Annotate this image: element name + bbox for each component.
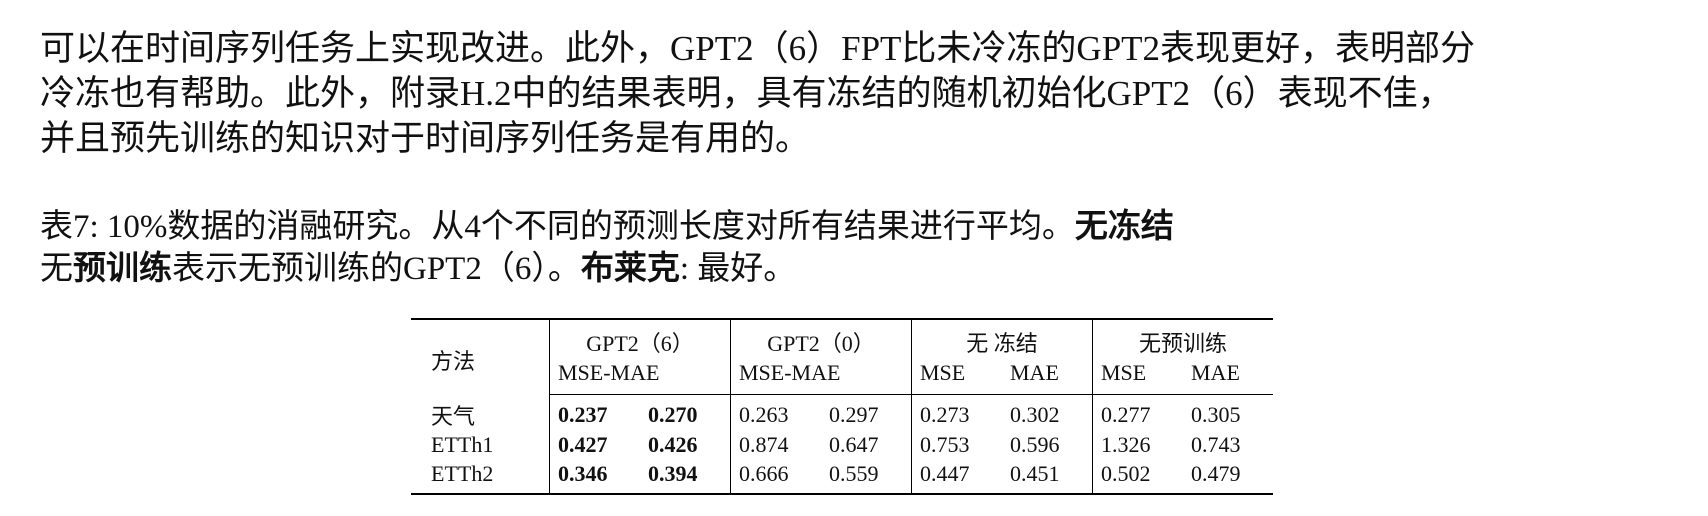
caption-bold: 无冻结 — [1074, 209, 1174, 245]
subheader: MSE — [911, 358, 1002, 395]
table-caption: 表7: 10%数据的消融研究。从4个不同的预测长度对所有结果进行平均。无冻结 无预… — [40, 206, 1174, 290]
row-label: ETTh2 — [431, 461, 494, 486]
table-cell: 0.270 — [648, 401, 698, 427]
table-head: 方法 GPT2（6） GPT2（0）无 冻结 无预训练 MSE-MAE MSE-MAE MS… — [411, 319, 1273, 395]
table-row: 天气 0.237 0.270 0.263 0.297 0.273 0.302 0.277 0.3… — [411, 394, 1273, 431]
table-cell: 0.237 — [549, 394, 640, 431]
caption-line: 无预训练表示无预训练的GPT2（6）。布莱克: 最好。 — [40, 248, 1174, 290]
header-row: 方法 GPT2（6） GPT2（0）无 冻结 无预训练 — [411, 319, 1273, 374]
table-cell: 0.479 — [1191, 461, 1241, 486]
caption-bold: 布莱克 — [580, 251, 680, 287]
caption-bold: 预训练 — [73, 251, 172, 287]
paragraph-line: 并且预先训练的知识对于时间序列任务是有用的。 — [40, 119, 811, 158]
subheader: MAE — [1002, 358, 1093, 395]
table-cell: 0.502 — [1092, 459, 1183, 494]
table-cell: 0.451 — [1010, 461, 1060, 486]
caption-text: 无 — [40, 251, 73, 287]
subheader: MAE — [1183, 358, 1273, 395]
table-cell: 0.596 — [1010, 432, 1060, 457]
subheader-row: MSE-MAE MSE-MAE MSE MAE MSE MAE — [411, 358, 1273, 395]
results-table: 方法 GPT2（6） GPT2（0）无 冻结 无预训练 MSE-MAE MSE-MAE MS… — [411, 318, 1273, 495]
paragraph-line: 可以在时间序列任务上实现改进。此外，GPT2（6）FPT比未冷冻的GPT2表现更… — [40, 29, 1476, 68]
table-cell: 0.447 — [911, 459, 1002, 494]
subheader: MSE-MAE — [730, 358, 912, 395]
paragraph: 可以在时间序列任务上实现改进。此外，GPT2（6）FPT比未冷冻的GPT2表现更… — [40, 26, 1475, 161]
caption-text: 表7: 10%数据的消融研究。从4个不同的预测长度对所有结果进行平均。 — [40, 209, 1075, 245]
table-cell: 1.326 — [1092, 430, 1183, 460]
table-row: ETTh2 0.346 0.394 0.666 0.559 0.447 0.451 0.502… — [411, 459, 1273, 494]
table-cell: 0.394 — [648, 461, 698, 486]
group-header: GPT2（0） — [730, 319, 912, 358]
table-cell: 0.559 — [829, 461, 879, 486]
row-label: ETTh1 — [431, 432, 494, 457]
caption-text: : 最好。 — [679, 251, 797, 287]
group-header: 无预训练 — [1092, 319, 1273, 358]
table-row: ETTh1 0.427 0.426 0.874 0.647 0.753 0.596 1.326… — [411, 430, 1273, 460]
table-cell: 0.302 — [1010, 401, 1060, 427]
method-header: 方法 — [431, 349, 476, 375]
table-cell: 0.305 — [1191, 401, 1241, 427]
table-cell: 0.666 — [730, 459, 821, 494]
table-cell: 0.273 — [911, 394, 1002, 431]
table-cell: 0.743 — [1191, 432, 1241, 457]
table-cell: 0.277 — [1092, 394, 1183, 431]
table-cell: 0.263 — [730, 394, 821, 431]
group-header: 无 冻结 — [911, 319, 1093, 358]
subheader: MSE-MAE — [549, 358, 731, 395]
table-cell: 0.427 — [549, 430, 640, 460]
table-cell: 0.874 — [730, 430, 821, 460]
group-header: GPT2（6） — [549, 319, 731, 358]
table-cell: 0.426 — [648, 432, 698, 457]
table-cell: 0.346 — [549, 459, 640, 494]
table-cell: 0.753 — [911, 430, 1002, 460]
caption-line: 表7: 10%数据的消融研究。从4个不同的预测长度对所有结果进行平均。无冻结 — [40, 206, 1174, 248]
table-cell: 0.297 — [829, 401, 879, 427]
table-body: 天气 0.237 0.270 0.263 0.297 0.273 0.302 0.277 0.3… — [411, 394, 1273, 494]
row-label: 天气 — [431, 403, 476, 429]
subheader: MSE — [1092, 358, 1183, 395]
paragraph-line: 冷冻也有帮助。此外，附录H.2中的结果表明，具有冻结的随机初始化GPT2（6）表… — [40, 74, 1453, 113]
caption-text: 表示无预训练的GPT2（6）。 — [172, 251, 581, 287]
table-cell: 0.647 — [829, 432, 879, 457]
